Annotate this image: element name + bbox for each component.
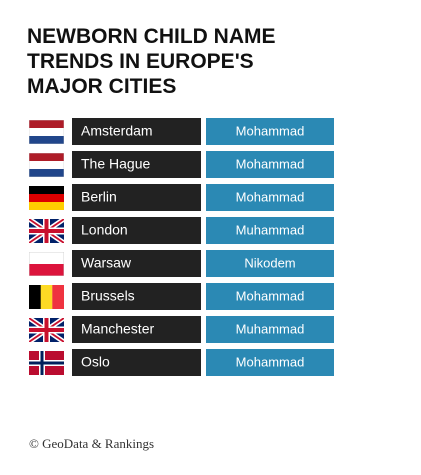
city-cell [72,184,201,211]
city: Brussels [81,288,135,304]
flag [29,351,64,375]
city-cell [72,316,201,343]
title-line: MAJOR CITIES [27,75,176,98]
city-cell [72,118,201,145]
flag [29,120,64,144]
flag [29,252,64,276]
baby-name: Mohammad [236,123,305,138]
flags [29,120,64,375]
baby-name: Nikodem [244,255,295,270]
baby-name: Mohammad [236,288,305,303]
table: Amsterdam Mohammad The Hague Mohammad Berlin… [72,118,334,376]
city: Manchester [81,321,154,337]
title-line: TRENDS IN EUROPE'S [27,50,254,73]
name-cell [206,316,334,343]
baby-name: Muhammad [236,321,305,336]
city-cell [72,283,201,310]
city: Amsterdam [81,123,153,139]
flag [29,186,64,210]
title: NEWBORN CHILD NAME TRENDS IN EUROPE'S MA… [27,25,275,98]
city-cell [72,250,201,277]
name-cell [206,118,334,145]
title-line: NEWBORN CHILD NAME [27,25,275,48]
name-cell [206,250,334,277]
baby-name: Mohammad [236,354,305,369]
footer: © GeoData & Rankings [29,436,154,451]
baby-name: Mohammad [236,156,305,171]
baby-name: Mohammad [236,189,305,204]
city: Berlin [81,189,117,205]
flag [29,285,64,309]
name-cell [206,184,334,211]
flag [29,318,64,342]
flag [29,153,64,177]
city-cell [72,217,201,244]
name-cell [206,151,334,178]
name-cell [206,283,334,310]
baby-name: Muhammad [236,222,305,237]
city: Oslo [81,354,110,370]
name-cell [206,349,334,376]
name-cell [206,217,334,244]
city: Warsaw [81,255,132,271]
city: The Hague [81,156,150,172]
flag [29,219,64,243]
city: London [81,222,128,238]
city-cell [72,349,201,376]
city-cell [72,151,201,178]
